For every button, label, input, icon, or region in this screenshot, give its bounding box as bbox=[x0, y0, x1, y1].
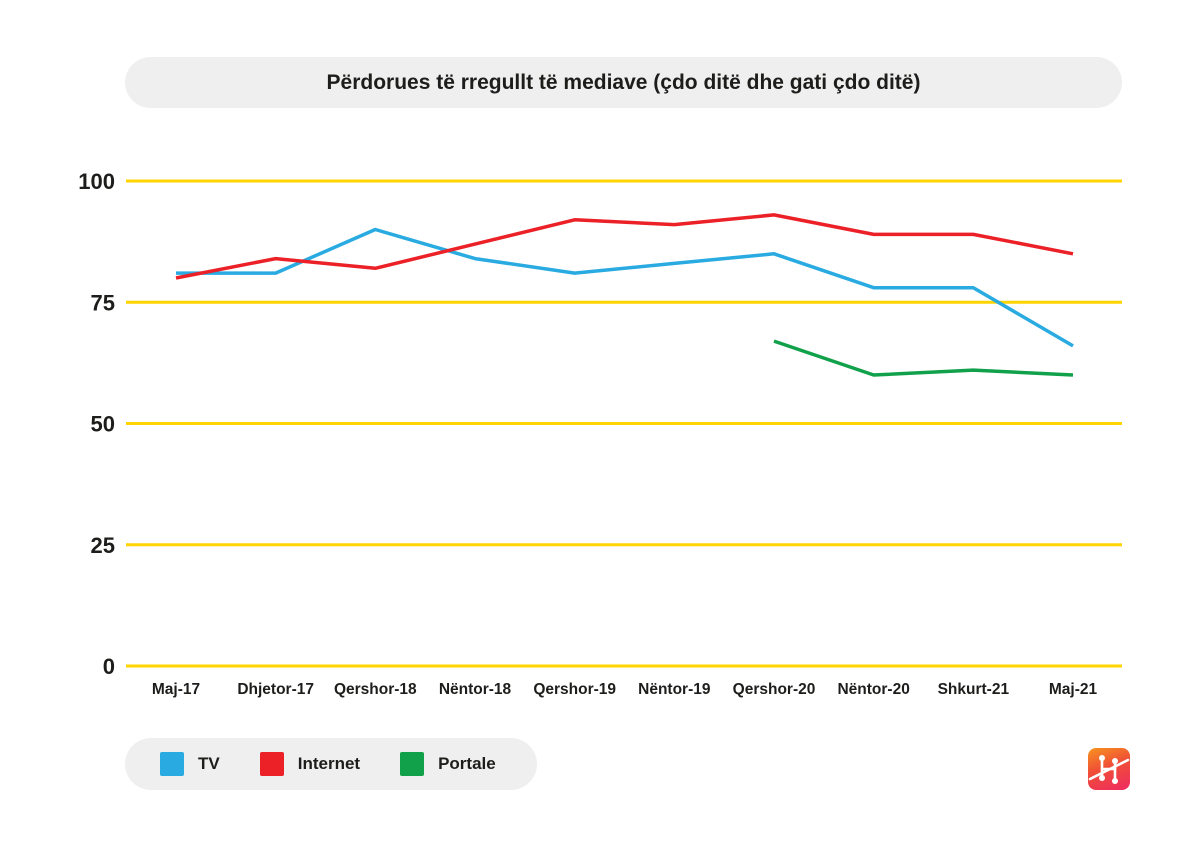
infographic-network-h-logo-icon bbox=[1088, 755, 1130, 784]
series-line-tv bbox=[176, 227, 1074, 348]
brand-logo[interactable] bbox=[1088, 748, 1130, 790]
x-tick-label-Shkurt-21: Shkurt-21 bbox=[938, 681, 1010, 698]
chart-title-pill: Përdorues të rregullt të mediave (çdo di… bbox=[125, 57, 1122, 108]
legend-item-internet[interactable]: Internet bbox=[259, 752, 361, 776]
tv-color-swatch-icon bbox=[160, 752, 184, 776]
y-tick-label-75: 75 bbox=[91, 290, 115, 315]
legend-item-tv[interactable]: TV bbox=[160, 752, 220, 776]
legend-label-portale: Portale bbox=[438, 754, 496, 773]
legend-label-tv: TV bbox=[198, 754, 220, 773]
internet-color-swatch-icon bbox=[259, 752, 284, 776]
x-tick-label-Nëntor-19: Nëntor-19 bbox=[638, 681, 711, 698]
x-tick-label-Dhjetor-17: Dhjetor-17 bbox=[237, 681, 314, 698]
legend-label-internet: Internet bbox=[297, 754, 361, 773]
x-tick-label-Nëntor-20: Nëntor-20 bbox=[837, 681, 909, 698]
legend: TV Internet Portale bbox=[125, 738, 537, 790]
y-tick-label-100: 100 bbox=[78, 169, 115, 194]
y-tick-label-25: 25 bbox=[91, 533, 115, 558]
x-tick-label-Qershor-18: Qershor-18 bbox=[334, 681, 417, 698]
chart-title: Përdorues të rregullt të mediave (çdo di… bbox=[326, 70, 921, 94]
x-tick-label-Qershor-19: Qershor-19 bbox=[533, 681, 616, 698]
legend-item-portale[interactable]: Portale bbox=[400, 752, 496, 776]
series-line-portale bbox=[773, 339, 1074, 377]
y-tick-label-0: 0 bbox=[103, 654, 115, 679]
x-tick-label-Maj-17: Maj-17 bbox=[152, 681, 200, 698]
portale-color-swatch-icon bbox=[400, 752, 425, 776]
series-line-internet bbox=[175, 213, 1074, 280]
x-tick-label-Qershor-20: Qershor-20 bbox=[733, 681, 816, 698]
y-tick-label-50: 50 bbox=[91, 412, 115, 437]
x-tick-label-Nëntor-18: Nëntor-18 bbox=[439, 681, 512, 698]
x-tick-label-Maj-21: Maj-21 bbox=[1049, 681, 1098, 698]
